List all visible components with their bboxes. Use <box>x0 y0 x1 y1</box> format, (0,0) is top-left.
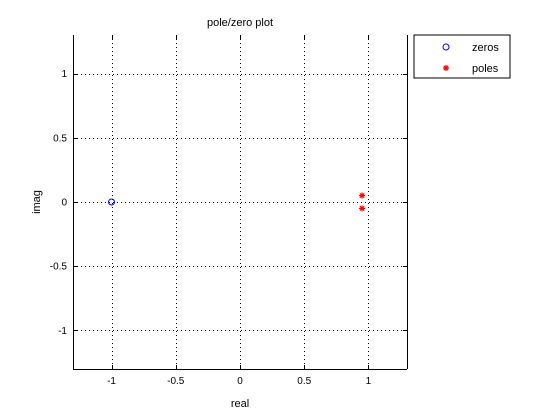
zero-marker <box>108 198 116 206</box>
plot-area: -1 -0.5 0 0.5 1 -1 -0.5 0 0.5 1 <box>50 35 408 387</box>
x-axis-ticks: -1 -0.5 0 0.5 1 <box>107 35 372 387</box>
pole-marker <box>359 192 366 199</box>
pole-marker-stroke <box>359 205 365 212</box>
legend-poles-marker <box>443 65 449 71</box>
x-tick-label: -1 <box>107 376 116 387</box>
legend-zeros-label: zeros <box>472 42 499 54</box>
legend-entries: zeros poles <box>442 42 499 75</box>
legend-poles-label: poles <box>472 63 499 75</box>
y-tick-label: 1 <box>61 69 67 80</box>
legend: zeros poles <box>413 34 511 79</box>
axes-box <box>73 35 407 369</box>
legend-poles-marker-stroke <box>443 65 449 71</box>
y-axis-label: imag <box>31 190 43 214</box>
y-tick-label: -1 <box>58 326 67 337</box>
y-tick-label: 0 <box>61 198 67 209</box>
legend-box <box>413 34 511 79</box>
x-axis-label: real <box>231 398 249 410</box>
y-axis-ticks: -1 -0.5 0 0.5 1 <box>50 69 407 337</box>
x-tick-label: 1 <box>366 376 372 387</box>
y-tick-label: 0.5 <box>53 133 67 144</box>
data-marks <box>108 192 366 212</box>
chart-title: pole/zero plot <box>207 17 273 29</box>
x-tick-label: 0 <box>237 376 243 387</box>
pole-marker <box>359 205 366 212</box>
legend-zeros-marker <box>442 43 450 51</box>
pole-marker-stroke <box>359 192 365 199</box>
x-tick-label: 0.5 <box>297 376 311 387</box>
y-tick-label: -0.5 <box>50 262 68 273</box>
x-tick-label: -0.5 <box>167 376 185 387</box>
